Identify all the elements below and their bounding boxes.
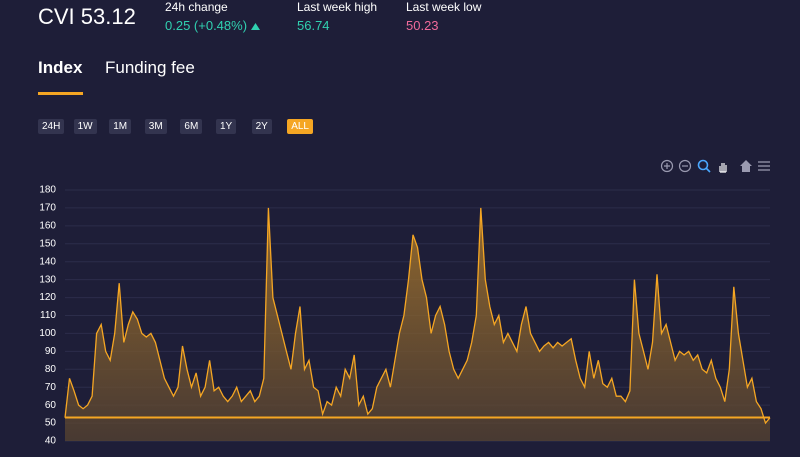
y-tick-label: 100: [39, 328, 56, 339]
y-tick-label: 70: [45, 382, 57, 393]
range-button[interactable]: 3M: [144, 119, 167, 134]
y-tick-label: 160: [39, 220, 56, 231]
tab[interactable]: Funding fee: [105, 58, 195, 77]
area: [65, 207, 770, 441]
y-tick-label: 180: [39, 185, 56, 196]
up-icon: [250, 23, 260, 30]
y-tick-label: 50: [45, 418, 57, 429]
range-button[interactable]: 6M: [180, 119, 203, 134]
stat-value: 0.25 (+0.48%): [165, 18, 260, 33]
stat-label: Last week high: [297, 0, 378, 14]
y-tick-label: 120: [39, 292, 56, 303]
range-button[interactable]: 2Y: [251, 119, 272, 134]
range-button[interactable]: 24H: [38, 119, 65, 134]
stat: Last week high 56.74: [297, 0, 377, 33]
y-tick-label: 170: [39, 203, 56, 214]
range-button[interactable]: 1W: [73, 119, 97, 134]
pan[interactable]: [719, 163, 727, 173]
range-button[interactable]: ALL: [287, 119, 313, 134]
stat-number: 0.25 (+0.48%): [165, 18, 248, 33]
line: [64, 207, 771, 425]
y-tick-label: 130: [39, 274, 56, 285]
y-tick-label: 150: [39, 238, 56, 249]
range-button[interactable]: 1M: [109, 119, 132, 134]
tab-underline: [38, 92, 83, 95]
y-tick-label: 80: [45, 364, 57, 375]
y-tick-label: 90: [45, 346, 57, 357]
stat: Last week low 50.23: [406, 0, 481, 33]
tab-active[interactable]: Index: [38, 58, 83, 77]
toolbar: [660, 159, 770, 173]
stat-label: Last week low: [406, 0, 482, 14]
title: CVI 53.12: [38, 4, 136, 29]
y-tick-label: 40: [45, 436, 57, 447]
zoom-out[interactable]: [678, 159, 692, 173]
zoom-select[interactable]: [697, 159, 711, 173]
y-tick-label: 140: [39, 256, 56, 267]
zoom-in[interactable]: [660, 159, 674, 173]
y-tick-label: 110: [40, 310, 56, 321]
range-button[interactable]: 1Y: [216, 119, 237, 134]
stat: 24h change 0.25 (+0.48%): [165, 0, 260, 33]
menu[interactable]: [758, 161, 770, 171]
stat-label: 24h change: [165, 0, 228, 14]
stat-value: 56.74: [297, 18, 330, 33]
reset[interactable]: [740, 160, 752, 172]
stat-value: 50.23: [406, 18, 439, 33]
y-tick-label: 60: [45, 400, 57, 411]
